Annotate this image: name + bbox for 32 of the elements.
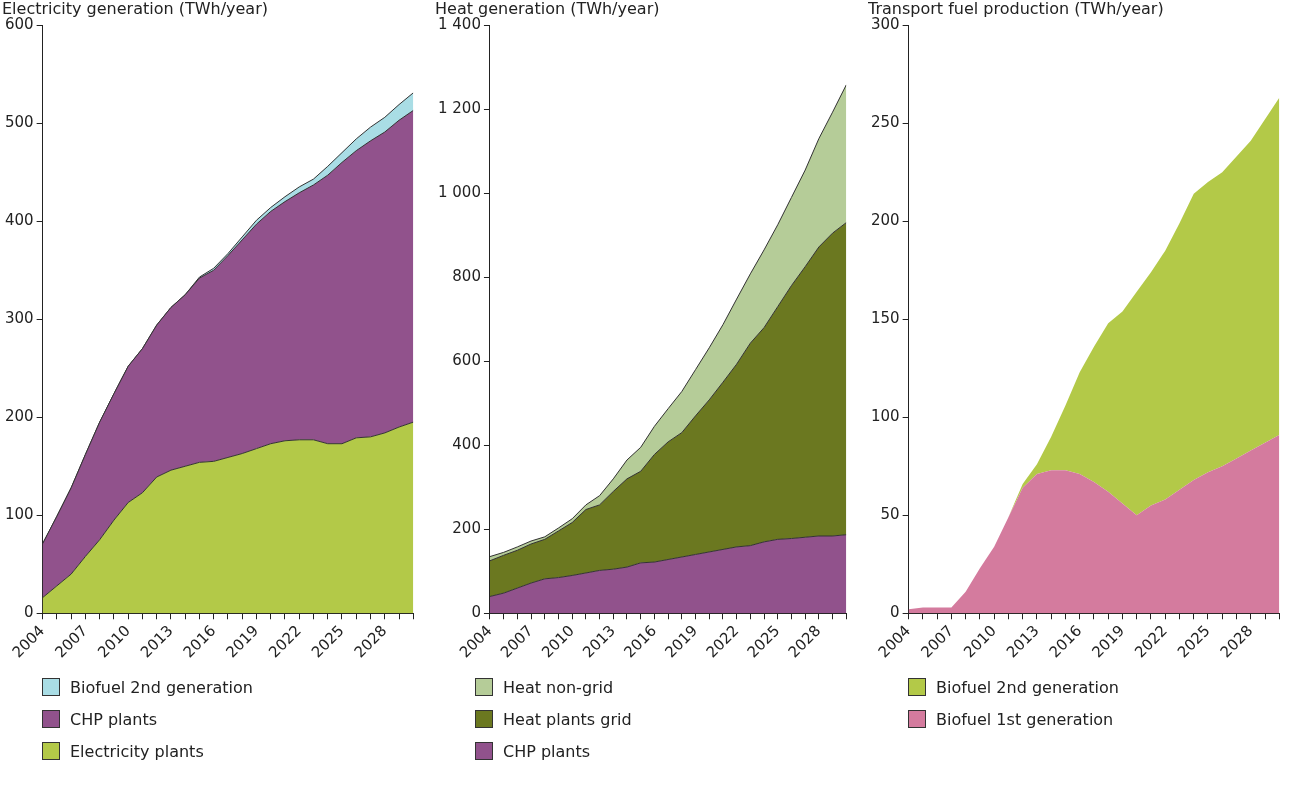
y-tick-label: 600 <box>4 15 34 34</box>
legend-label: Heat plants grid <box>503 709 632 729</box>
legend-label: CHP plants <box>70 709 158 729</box>
legend-label: Biofuel 2nd generation <box>936 677 1119 697</box>
y-tick-label: 250 <box>870 113 900 132</box>
y-tick-label: 600 <box>452 351 481 370</box>
y-tick-label: 0 <box>471 603 481 622</box>
y-tick-label: 0 <box>24 603 34 622</box>
legend-label: CHP plants <box>503 741 591 761</box>
y-tick-label: 800 <box>452 267 481 286</box>
y-tick-label: 400 <box>452 435 481 454</box>
y-tick-label: 500 <box>4 113 34 132</box>
y-tick-label: 100 <box>4 505 34 524</box>
y-tick-label: 100 <box>870 407 900 426</box>
y-tick-label: 200 <box>870 211 900 230</box>
y-tick-label: 50 <box>880 505 900 524</box>
y-tick-label: 0 <box>890 603 900 622</box>
legend-label: Biofuel 1st generation <box>936 709 1114 729</box>
chart-title: Heat generation (TWh/year) <box>435 0 660 18</box>
y-tick-label: 150 <box>870 309 900 328</box>
legend-label: Biofuel 2nd generation <box>70 677 253 697</box>
y-tick-label: 1 200 <box>437 99 481 118</box>
y-tick-label: 400 <box>4 211 34 230</box>
legend-label: Electricity plants <box>70 741 204 761</box>
y-tick-label: 200 <box>452 519 481 538</box>
chart-title: Electricity generation (TWh/year) <box>2 0 268 18</box>
y-tick-label: 200 <box>4 407 34 426</box>
y-tick-label: 300 <box>870 15 900 34</box>
chart-title: Transport fuel production (TWh/year) <box>867 0 1164 18</box>
legend-label: Heat non-grid <box>503 677 614 697</box>
y-tick-label: 300 <box>4 309 34 328</box>
y-tick-label: 1 000 <box>437 183 481 202</box>
